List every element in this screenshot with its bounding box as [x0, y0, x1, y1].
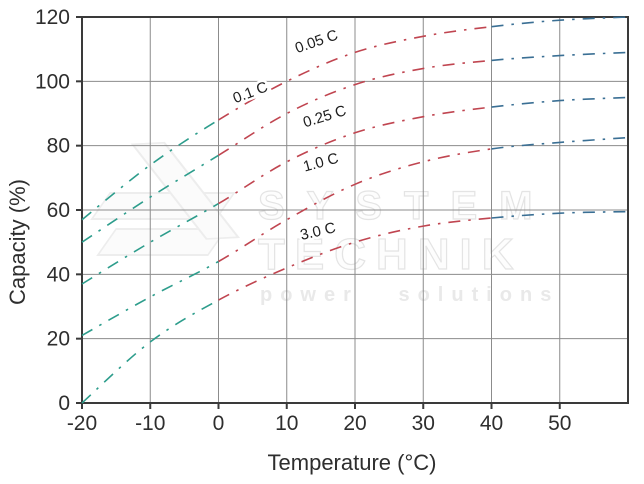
y-tick-label: 60	[47, 199, 70, 222]
capacity-curve-segment	[81, 119, 219, 221]
y-tick-label: 80	[47, 135, 70, 158]
y-tick-label: 100	[35, 70, 70, 93]
watermark-brand-top: SYSTEM	[257, 183, 555, 228]
capacity-curve-segment	[218, 106, 492, 205]
x-tick-label: 40	[480, 412, 503, 435]
x-tick-label: -20	[67, 412, 97, 435]
capacity-curve-segment	[491, 136, 629, 150]
watermark-brand-bottom: TECHNIK	[257, 229, 524, 279]
capacity-curves	[81, 16, 629, 404]
curve-label: 0.05 C	[293, 26, 340, 57]
x-tick-label: -10	[135, 412, 165, 435]
capacity-curve-segment	[491, 96, 629, 108]
tick-labels: -20 -10 0 10 20 30 40 50 0 20 40 60 80 100 120	[35, 6, 571, 435]
x-axis-title: Temperature (°C)	[267, 450, 437, 475]
capacity-curve-segment	[491, 16, 629, 28]
capacity-curve-segment	[81, 299, 219, 404]
y-tick-label: 120	[35, 6, 70, 29]
y-axis-title: Capacity (%)	[5, 179, 30, 305]
tick-marks	[76, 16, 561, 409]
curve-labels: 0.05 C 0.1 C 0.25 C 1.0 C 3.0 C	[228, 24, 351, 246]
capacity-curve-segment	[491, 210, 629, 219]
capacity-curve-segment	[491, 51, 629, 62]
y-tick-label: 0	[58, 392, 70, 415]
x-tick-label: 30	[412, 412, 435, 435]
capacity-curve-segment	[218, 25, 492, 121]
watermark-tagline: power solutions	[260, 284, 560, 306]
x-tick-label: 10	[275, 412, 298, 435]
capacity-curve-segment	[218, 148, 492, 263]
curve-label: 0.25 C	[301, 102, 348, 131]
curve-label: 1.0 C	[301, 150, 340, 176]
y-tick-label: 40	[47, 263, 70, 286]
grid-lines	[81, 16, 629, 404]
capacity-curve-segment	[81, 154, 219, 243]
x-tick-label: 20	[343, 412, 366, 435]
capacity-curve-segment	[81, 260, 219, 337]
curve-label: 0.1 C	[231, 78, 271, 107]
capacity-curve-segment	[218, 59, 492, 156]
x-tick-label: 50	[548, 412, 571, 435]
x-tick-label: 0	[213, 412, 225, 435]
y-tick-label: 20	[47, 328, 70, 351]
curve-label: 3.0 C	[299, 219, 338, 244]
